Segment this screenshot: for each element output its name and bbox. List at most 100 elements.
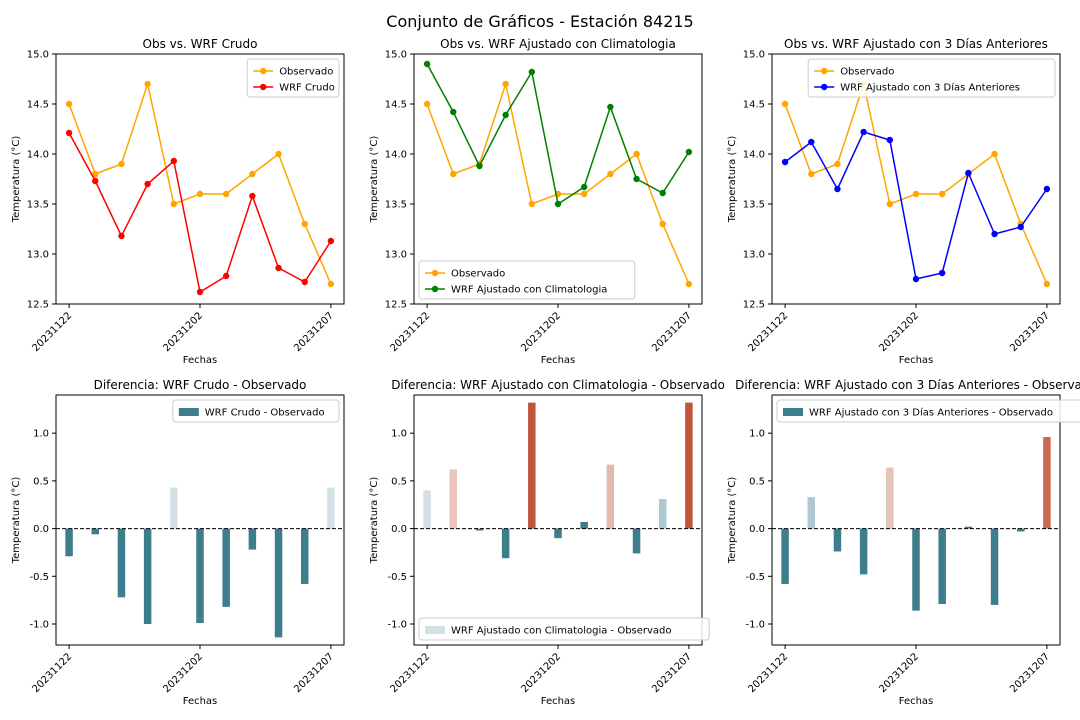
legend-box	[807, 58, 1056, 98]
legend-label: Observado	[279, 67, 333, 78]
y-tick-label: -0.5	[745, 572, 765, 583]
x-tick-label: 20231122	[30, 651, 74, 695]
bar	[658, 499, 667, 529]
y-tick-label: 14.0	[385, 150, 407, 161]
subplot-title: Diferencia: WRF Ajustado con 3 Días Ante…	[735, 378, 1080, 392]
data-point	[938, 190, 946, 198]
bar	[781, 528, 789, 584]
series-line	[68, 81, 332, 285]
y-axis-label: Temperatura (°C)	[11, 136, 22, 224]
legend-box	[418, 260, 636, 300]
y-tick-label: 15.0	[743, 50, 765, 61]
legend-box	[418, 617, 710, 641]
data-point	[222, 272, 230, 280]
bar	[423, 490, 431, 529]
bar	[91, 528, 100, 535]
series-line	[784, 81, 1048, 285]
data-point	[912, 190, 920, 198]
subplots: Obs vs. WRF Crudo 12.5 13.0 13.5 14.0 14.5 15.…	[11, 37, 1080, 707]
y-tick-label: 0.0	[391, 524, 407, 535]
data-point	[476, 162, 483, 170]
data-point	[65, 129, 73, 137]
y-tick-label: 13.0	[385, 250, 407, 261]
figure-title: Conjunto de Gráficos - Estación 84215	[386, 12, 693, 31]
data-point	[327, 237, 335, 245]
y-tick-label: 14.5	[27, 100, 49, 111]
data-point	[607, 170, 614, 178]
bar	[274, 528, 283, 638]
y-tick-label: 1.0	[749, 429, 765, 440]
bar	[807, 497, 816, 529]
data-point	[92, 170, 99, 178]
y-axis-label: Temperatura (°C)	[369, 477, 380, 565]
data-point	[196, 190, 204, 198]
legend: Observado WRF Ajustado con 3 Días Anterio…	[807, 58, 1056, 98]
y-tick-label: 13.5	[385, 200, 407, 211]
y-tick-label: 12.5	[385, 300, 407, 311]
data-point	[170, 157, 178, 165]
bar	[143, 528, 152, 625]
data-point	[580, 183, 588, 191]
y-tick-label: 13.0	[743, 250, 765, 261]
bar	[1043, 436, 1051, 529]
data-point	[275, 150, 282, 158]
bar	[475, 528, 484, 531]
data-point	[423, 100, 431, 108]
data-point	[92, 177, 99, 185]
legend-marker	[821, 83, 828, 91]
data-point	[222, 190, 230, 198]
x-tick-label: 20231207	[650, 651, 694, 695]
data-point	[633, 150, 640, 158]
subplot-title: Obs vs. WRF Crudo	[143, 37, 258, 51]
data-point	[502, 111, 509, 119]
data-point	[886, 200, 894, 208]
legend-marker	[821, 67, 828, 75]
data-point	[781, 100, 789, 108]
subplot-title: Diferencia: WRF Crudo - Observado	[94, 378, 307, 392]
x-tick-label: 20231207	[292, 310, 336, 354]
y-tick-label: 15.0	[385, 50, 407, 61]
data-point	[834, 160, 841, 168]
x-tick-label: 20231122	[746, 310, 790, 354]
series-line	[784, 131, 1048, 280]
data-point	[301, 220, 308, 228]
bar	[859, 528, 868, 575]
x-tick-label: 20231207	[292, 651, 336, 695]
legend: Observado WRF Ajustado con Climatologia	[418, 260, 636, 300]
bar	[685, 402, 693, 529]
x-tick-label: 20231122	[388, 310, 432, 354]
y-tick-label: 13.5	[743, 200, 765, 211]
subplot-title: Obs vs. WRF Ajustado con 3 Días Anterior…	[784, 37, 1048, 51]
data-point	[912, 275, 920, 283]
y-tick-label: -1.0	[387, 620, 407, 631]
legend-marker	[431, 285, 439, 293]
bar	[580, 521, 588, 529]
data-point	[118, 232, 125, 240]
subplot-2: Obs vs. WRF Ajustado con Climatologia 12.…	[369, 37, 703, 366]
legend-label: WRF Ajustado con 3 Días Anteriores - Obs…	[809, 407, 1053, 419]
legend-label: WRF Crudo	[279, 83, 335, 94]
data-point	[327, 280, 335, 288]
data-point	[528, 68, 536, 76]
bar	[222, 528, 230, 607]
axes-frame	[413, 394, 703, 646]
x-axis-label: Fechas	[899, 696, 934, 707]
bar	[886, 467, 894, 529]
y-tick-label: 12.5	[743, 300, 765, 311]
data-point	[808, 138, 815, 146]
bar	[990, 528, 999, 605]
bar	[300, 528, 309, 584]
y-tick-label: 14.5	[385, 100, 407, 111]
legend-marker	[260, 67, 267, 75]
x-tick-label: 20231122	[30, 310, 74, 354]
y-tick-label: -1.0	[29, 620, 49, 631]
data-point	[991, 150, 998, 158]
bar	[117, 528, 126, 598]
data-point	[685, 148, 693, 156]
legend-label: WRF Ajustado con 3 Días Anteriores	[840, 82, 1020, 94]
bar	[938, 528, 946, 604]
bar	[501, 528, 510, 559]
x-tick-label: 20231207	[1008, 651, 1052, 695]
y-tick-label: 1.0	[33, 429, 49, 440]
